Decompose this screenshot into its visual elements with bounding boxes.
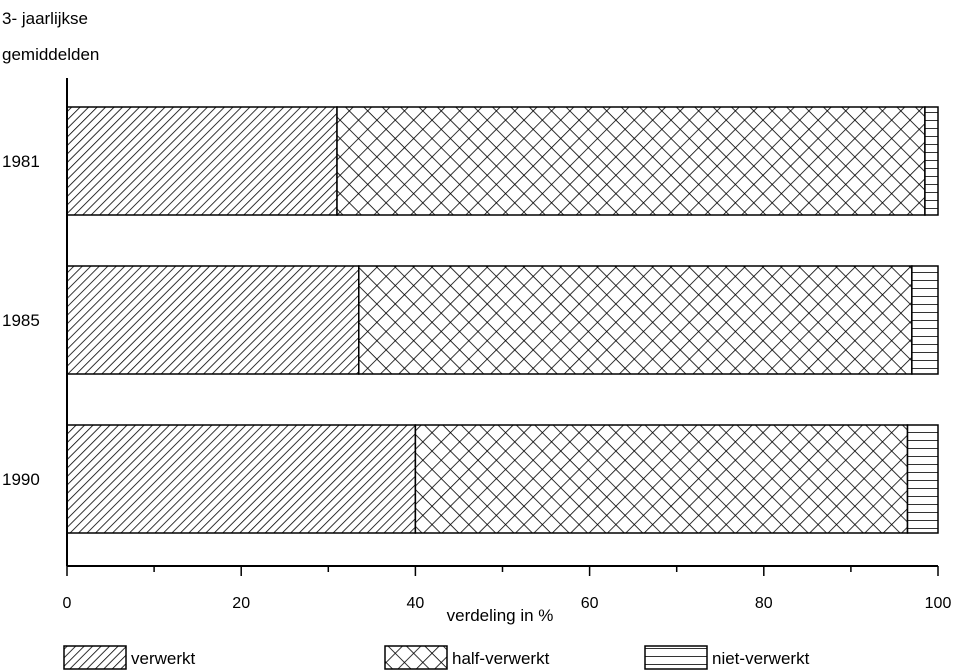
bar-segment-half-verwerkt-1990 [414,424,909,534]
bar-segment-niet-verwerkt-1990 [906,424,939,534]
x-tick-label-20: 20 [232,595,250,612]
x-tick-label-40: 40 [407,595,425,612]
category-labels: 1981 1985 1990 [2,152,40,489]
bar-segment-verwerkt-1985 [66,265,360,375]
x-axis-ticks: 0 20 40 60 80 100 [63,566,952,612]
x-tick-label-100: 100 [925,595,952,612]
x-axis-title: verdeling in % [447,606,554,625]
bar-segment-half-verwerkt-1981 [336,106,926,216]
chart-title-line-1: 3- jaarlijkse [2,9,88,28]
legend-swatch-niet-verwerkt [644,645,708,670]
legend: verwerkt half-verwerkt niet-verwerkt [63,645,810,670]
chart-title-line-2: gemiddelden [2,45,99,64]
legend-swatch-half-verwerkt [384,645,448,670]
bar-segment-verwerkt-1981 [66,106,338,216]
bar-segment-verwerkt-1990 [66,424,417,534]
legend-swatch-verwerkt [63,645,127,670]
x-tick-label-80: 80 [755,595,773,612]
legend-label-verwerkt: verwerkt [131,649,196,668]
legend-label-half-verwerkt: half-verwerkt [452,649,550,668]
category-label-1985: 1985 [2,311,40,330]
category-label-1981: 1981 [2,152,40,171]
bar-segment-niet-verwerkt-1981 [924,106,939,216]
x-tick-label-60: 60 [581,595,599,612]
bars-group [66,106,939,534]
bar-segment-niet-verwerkt-1985 [911,265,939,375]
legend-label-niet-verwerkt: niet-verwerkt [712,649,810,668]
category-label-1990: 1990 [2,470,40,489]
bar-segment-half-verwerkt-1985 [358,265,913,375]
x-tick-label-0: 0 [63,595,72,612]
